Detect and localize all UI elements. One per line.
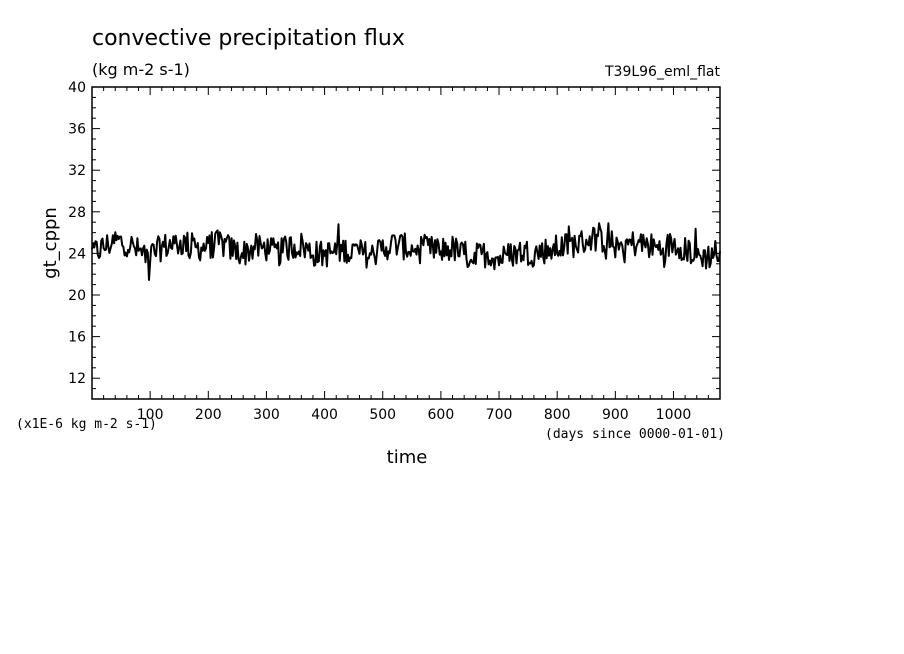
series-line <box>91 222 721 281</box>
y-tick-label: 40 <box>68 80 86 96</box>
y-axis-label: gt_cppn <box>40 207 61 279</box>
y-tick-label: 24 <box>68 246 86 262</box>
x-tick-label: 700 <box>486 407 513 423</box>
y-tick-label: 36 <box>68 122 86 138</box>
x-tick-label: 200 <box>195 407 222 423</box>
x-tick-label: 1000 <box>656 407 692 423</box>
x-unit-note: (days since 0000-01-01) <box>545 427 725 442</box>
y-tick-label: 32 <box>68 163 86 179</box>
y-tick-labels: 12 16 20 24 28 32 36 40 <box>68 80 86 387</box>
chart-title: convective precipitation flux <box>92 26 405 51</box>
x-tick-label: 500 <box>369 407 396 423</box>
run-label: T39L96_eml_flat <box>604 64 721 80</box>
y-tick-label: 28 <box>68 205 86 221</box>
chart-subtitle: (kg m-2 s-1) <box>92 60 190 79</box>
x-tick-label: 800 <box>544 407 571 423</box>
plot-frame <box>91 86 721 400</box>
x-tick-label: 400 <box>311 407 338 423</box>
x-tick-label: 600 <box>428 407 455 423</box>
x-tick-label: 900 <box>602 407 629 423</box>
x-tick-label: 300 <box>253 407 280 423</box>
y-tick-label: 20 <box>68 288 86 304</box>
x-tick-label: 100 <box>137 407 164 423</box>
x-axis-label: time <box>387 447 428 468</box>
y-tick-label: 16 <box>68 330 86 346</box>
y-tick-label: 12 <box>68 371 86 387</box>
y-unit-note: (x1E-6 kg m-2 s-1) <box>16 417 157 432</box>
x-tick-labels: 100 200 300 400 500 600 700 800 900 1000 <box>137 407 692 423</box>
